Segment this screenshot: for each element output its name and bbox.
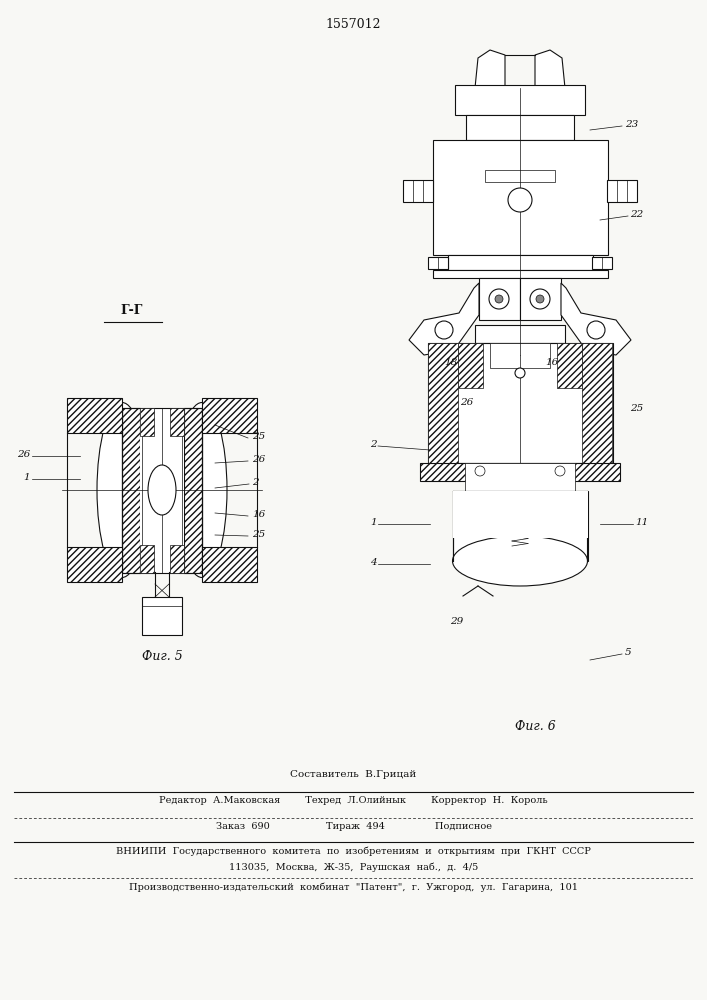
Circle shape xyxy=(515,368,525,378)
Text: 25: 25 xyxy=(252,432,265,441)
Text: Фиг. 6: Фиг. 6 xyxy=(515,720,556,733)
Text: 1: 1 xyxy=(370,518,377,527)
Bar xyxy=(67,398,122,433)
Text: 25: 25 xyxy=(630,404,643,413)
Polygon shape xyxy=(409,283,479,355)
Text: 2: 2 xyxy=(370,440,377,449)
Ellipse shape xyxy=(452,536,588,586)
Circle shape xyxy=(435,321,453,339)
Text: 16: 16 xyxy=(545,358,559,367)
Bar xyxy=(479,278,520,320)
Bar xyxy=(142,597,182,635)
Text: 22: 22 xyxy=(630,210,643,219)
Text: 29: 29 xyxy=(450,617,463,626)
Bar xyxy=(67,547,122,582)
Bar xyxy=(465,463,575,496)
Polygon shape xyxy=(561,283,631,355)
Polygon shape xyxy=(535,50,565,88)
Bar xyxy=(453,491,588,538)
Text: Заказ  690                  Тираж  494                Подписное: Заказ 690 Тираж 494 Подписное xyxy=(216,822,491,831)
Ellipse shape xyxy=(148,465,176,515)
Bar xyxy=(420,463,620,481)
Circle shape xyxy=(508,188,532,212)
Bar xyxy=(428,257,448,269)
Bar xyxy=(140,408,154,436)
Bar xyxy=(140,408,184,573)
Text: 26: 26 xyxy=(252,455,265,464)
Bar xyxy=(122,408,140,573)
Circle shape xyxy=(489,289,509,309)
Bar xyxy=(458,343,483,388)
Circle shape xyxy=(495,295,503,303)
Bar xyxy=(448,255,593,270)
Circle shape xyxy=(536,295,544,303)
Text: Составитель  В.Грицай: Составитель В.Грицай xyxy=(291,770,416,779)
Bar xyxy=(184,408,202,573)
Bar xyxy=(170,545,184,573)
Text: 16: 16 xyxy=(252,510,265,519)
Polygon shape xyxy=(475,50,505,88)
Text: 113035,  Москва,  Ж-35,  Раушская  наб.,  д.  4/5: 113035, Москва, Ж-35, Раушская наб., д. … xyxy=(229,862,478,871)
Bar xyxy=(466,115,574,140)
Text: Фиг. 5: Фиг. 5 xyxy=(141,650,182,663)
Bar xyxy=(202,398,257,433)
Bar xyxy=(475,325,565,343)
Circle shape xyxy=(530,289,550,309)
Bar xyxy=(592,257,612,269)
Circle shape xyxy=(475,466,485,476)
Text: 2: 2 xyxy=(252,478,259,487)
Bar xyxy=(485,170,555,182)
Bar xyxy=(428,343,613,463)
Circle shape xyxy=(555,466,565,476)
Bar xyxy=(582,343,612,463)
Bar xyxy=(557,343,582,388)
Text: 1: 1 xyxy=(23,473,30,482)
Bar xyxy=(433,140,608,255)
Text: 5: 5 xyxy=(625,648,631,657)
Text: Редактор  А.Маковская        Техред  Л.Олийнык        Корректор  Н.  Король: Редактор А.Маковская Техред Л.Олийнык Ко… xyxy=(159,796,548,805)
Text: Г-Г: Г-Г xyxy=(121,304,144,316)
Bar xyxy=(170,408,184,436)
Text: 26: 26 xyxy=(17,450,30,459)
Bar xyxy=(403,180,433,202)
Bar xyxy=(520,278,561,320)
Bar xyxy=(453,491,588,561)
Text: 18: 18 xyxy=(444,358,457,367)
Text: Производственно-издательский  комбинат  "Патент",  г.  Ужгород,  ул.  Гагарина, : Производственно-издательский комбинат "П… xyxy=(129,882,578,892)
Ellipse shape xyxy=(177,402,227,578)
Bar xyxy=(140,545,154,573)
Bar xyxy=(455,85,585,115)
Text: 1557012: 1557012 xyxy=(326,18,381,31)
Bar xyxy=(607,180,637,202)
Bar xyxy=(490,343,550,368)
Bar xyxy=(202,547,257,582)
Text: ВНИИПИ  Государственного  комитета  по  изобретениям  и  открытиям  при  ГКНТ  С: ВНИИПИ Государственного комитета по изоб… xyxy=(116,846,591,856)
Circle shape xyxy=(587,321,605,339)
Bar xyxy=(428,343,458,463)
Text: 4: 4 xyxy=(370,558,377,567)
Bar xyxy=(433,270,608,278)
Text: 25: 25 xyxy=(252,530,265,539)
Bar xyxy=(122,408,202,573)
Ellipse shape xyxy=(97,402,147,578)
Text: 26: 26 xyxy=(460,398,473,407)
Text: 23: 23 xyxy=(625,120,638,129)
Text: 11: 11 xyxy=(635,518,648,527)
